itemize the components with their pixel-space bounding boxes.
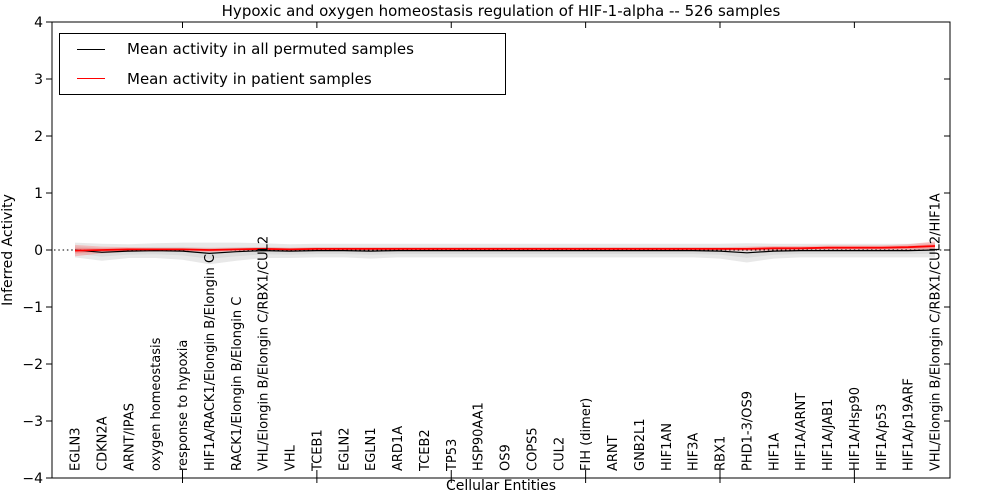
x-tick-label: EGLN2 (337, 427, 352, 471)
x-tick-label: OS9 (499, 444, 514, 471)
x-tick-label: FIH (dimer) (579, 398, 594, 471)
x-tick-label: HIF1A/p19ARF (902, 378, 917, 471)
y-tick-label: 2 (34, 129, 43, 145)
x-tick-label: HIF1AN (660, 423, 675, 471)
y-tick-label: −4 (22, 471, 43, 487)
x-tick-label: HSP90AA1 (472, 402, 487, 471)
x-tick-label: VHL/Elongin B/Elongin C/RBX1/CUL2 (257, 236, 272, 471)
legend-line-red (77, 78, 105, 80)
legend-box: Mean activity in all permuted samples Me… (59, 33, 506, 95)
y-tick-label: 1 (34, 186, 43, 202)
x-tick-label: TP53 (445, 439, 460, 472)
x-tick-label: CUL2 (552, 437, 567, 471)
x-tick-label: HIF1A/ARNT (794, 393, 809, 471)
x-tick-label: ARNT (606, 435, 621, 471)
x-tick-label: HIF1A/RACK1/Elongin B/Elongin C (203, 254, 218, 471)
x-tick-label: CDKN2A (95, 416, 110, 471)
x-tick-label: HIF1A (767, 433, 782, 471)
x-tick-label: VHL (284, 444, 299, 471)
x-tick-label: response to hypoxia (176, 340, 191, 471)
x-axis-label: Cellular Entities (445, 478, 557, 494)
legend-line-black (77, 48, 105, 50)
x-tick-label: RBX1 (714, 436, 729, 471)
x-tick-label: EGLN1 (364, 427, 379, 471)
x-tick-label: GNB2L1 (633, 418, 648, 471)
y-tick-label: −1 (22, 300, 43, 316)
y-tick-label: −3 (22, 414, 43, 430)
x-tick-label: EGLN3 (69, 427, 84, 471)
legend-label: Mean activity in patient samples (127, 69, 372, 88)
legend-item-permuted: Mean activity in all permuted samples (60, 35, 505, 63)
chart-title: Hypoxic and oxygen homeostasis regulatio… (221, 2, 781, 20)
x-tick-label: COPS5 (525, 427, 540, 471)
permuted-mean-line (74, 249, 936, 255)
legend-label: Mean activity in all permuted samples (127, 40, 414, 59)
legend-item-patient: Mean activity in patient samples (60, 65, 505, 93)
x-tick-label: VHL/Elongin B/Elongin C/RBX1/CUL2/HIF1A (929, 193, 944, 471)
y-tick-label: 4 (34, 15, 43, 31)
y-tick-label: 3 (34, 72, 43, 88)
x-tick-label: HIF1A/JAB1 (821, 399, 836, 471)
x-tick-label: oxygen homeostasis (149, 337, 164, 471)
x-tick-label: ARD1A (391, 426, 406, 471)
y-tick-label: −2 (22, 357, 43, 373)
y-axis-label: Inferred Activity (0, 194, 16, 306)
x-tick-label: HIF3A (687, 433, 702, 471)
x-tick-label: PHD1-3/OS9 (740, 391, 755, 471)
x-tick-label: RACK1/Elongin B/Elongin C (230, 297, 245, 471)
x-tick-label: HIF1A/p53 (875, 404, 890, 471)
x-tick-label: TCEB2 (418, 429, 433, 472)
y-tick-label: 0 (34, 243, 43, 259)
patient-mean-line (74, 245, 936, 252)
x-tick-label: TCEB1 (310, 429, 325, 472)
x-tick-label: HIF1A/Hsp90 (848, 387, 863, 471)
x-tick-label: ARNT/IPAS (122, 403, 137, 471)
